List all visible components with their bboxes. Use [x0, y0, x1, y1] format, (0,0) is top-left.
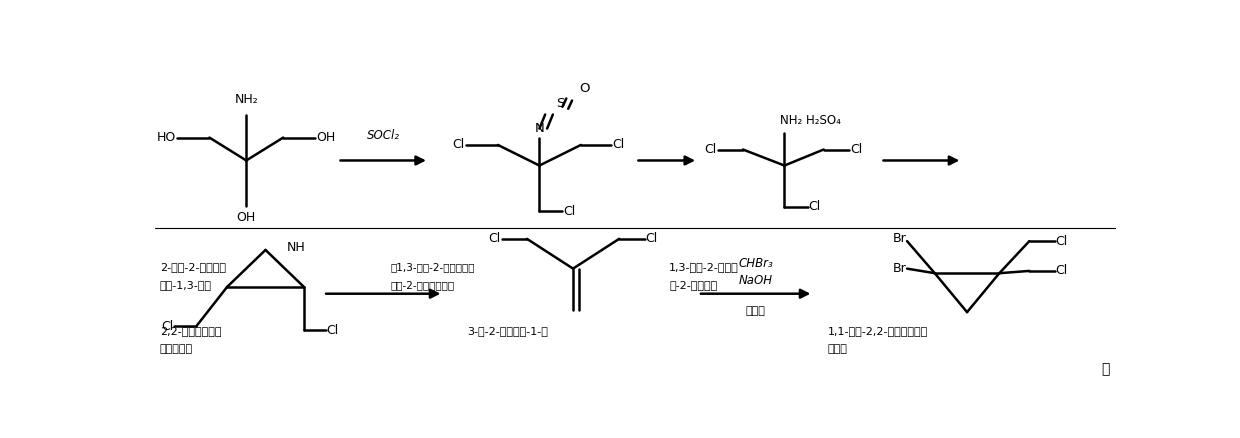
- Text: O: O: [579, 82, 589, 95]
- Text: OH: OH: [316, 131, 336, 144]
- Text: 3-氯-2-氯甲基丙-1-烯: 3-氯-2-氯甲基丙-1-烯: [467, 326, 548, 336]
- Text: Cl: Cl: [1055, 265, 1068, 277]
- Text: 2-氨基-2-羟基甲基: 2-氨基-2-羟基甲基: [160, 262, 226, 272]
- Text: 氮杂环丙烷: 氮杂环丙烷: [160, 344, 193, 354]
- Text: Cl: Cl: [453, 138, 465, 152]
- Text: Cl: Cl: [611, 138, 624, 152]
- Text: S: S: [556, 97, 564, 110]
- Text: 丙烷-1,3-二醇: 丙烷-1,3-二醇: [160, 280, 212, 290]
- Text: Cl: Cl: [161, 320, 174, 332]
- Text: OH: OH: [237, 212, 255, 224]
- Text: Cl: Cl: [489, 232, 501, 245]
- Text: Cl: Cl: [563, 205, 575, 218]
- Text: Cl: Cl: [849, 143, 862, 156]
- Text: NH: NH: [286, 241, 305, 254]
- Text: HO: HO: [157, 131, 176, 144]
- Text: 环丙烷: 环丙烷: [828, 344, 848, 354]
- Text: Cl: Cl: [646, 232, 657, 245]
- Text: Cl: Cl: [808, 200, 821, 213]
- Text: 1,1-二溴-2,2-双（氯甲基）: 1,1-二溴-2,2-双（氯甲基）: [828, 326, 928, 336]
- Text: CHBr₃: CHBr₃: [738, 257, 773, 270]
- Text: Cl: Cl: [1055, 235, 1068, 247]
- Text: 1,3-二氯-2-氯甲基: 1,3-二氯-2-氯甲基: [670, 262, 739, 272]
- Text: SOCl₂: SOCl₂: [367, 129, 399, 142]
- Text: 丙烷-2-基）氨基磺酰: 丙烷-2-基）氨基磺酰: [391, 280, 455, 290]
- Text: 丙-2-胺硫酸盐: 丙-2-胺硫酸盐: [670, 280, 718, 290]
- Text: Cl: Cl: [327, 324, 339, 337]
- Text: NH₂ H₂SO₄: NH₂ H₂SO₄: [780, 114, 841, 127]
- Text: 。: 。: [1101, 363, 1110, 377]
- Text: （1,3-二氯-2-（氯甲基）: （1,3-二氯-2-（氯甲基）: [391, 262, 475, 272]
- Text: Br: Br: [893, 232, 906, 245]
- Text: N: N: [534, 122, 544, 135]
- Text: NaOH: NaOH: [739, 274, 773, 287]
- Text: 卤代盐: 卤代盐: [745, 306, 765, 315]
- Text: 2,2-双（氯甲基）: 2,2-双（氯甲基）: [160, 326, 221, 336]
- Text: NH₂: NH₂: [234, 93, 258, 106]
- Text: Cl: Cl: [704, 143, 717, 156]
- Text: Br: Br: [893, 262, 906, 275]
